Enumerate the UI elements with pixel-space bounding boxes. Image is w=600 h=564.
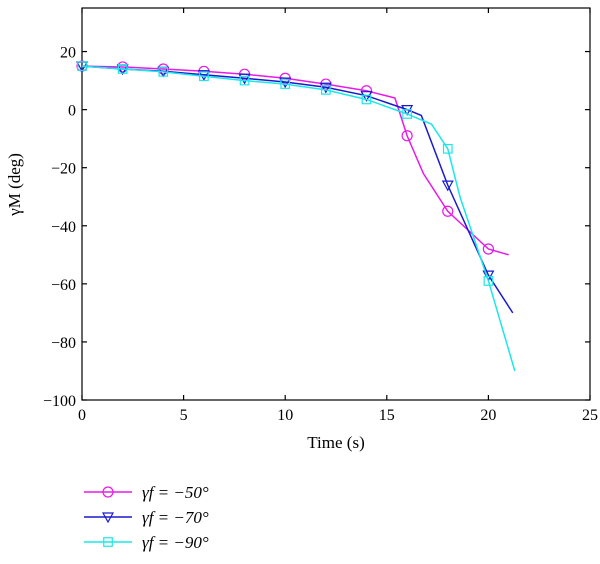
x-axis: 0 5 10 15 20 25 (78, 8, 598, 424)
x-tick-label: 5 (180, 407, 188, 424)
data-point-marker (401, 130, 413, 142)
data-point-marker (280, 79, 291, 89)
y-axis-title: γM (deg) (5, 153, 24, 217)
data-point-marker (442, 143, 453, 154)
data-point-marker (320, 85, 331, 95)
data-point-marker (360, 91, 373, 102)
legend-marker (103, 537, 113, 547)
data-point-marker (279, 77, 292, 89)
data-point-marker (442, 205, 454, 217)
legend-entry: γf = −90° (84, 533, 209, 552)
data-point-marker (319, 82, 332, 94)
series-1 (76, 60, 509, 256)
data-point-marker (158, 67, 169, 77)
legend-label: γf = −70° (142, 508, 209, 527)
series-line (81, 65, 516, 372)
series-layer (75, 60, 516, 372)
legend: γf = −50° γf = −70° γf = −90° (84, 483, 209, 552)
legend-entry: γf = −50° (84, 483, 209, 502)
y-tick-label: −80 (51, 335, 76, 352)
x-tick-label: 0 (78, 407, 86, 424)
data-point-marker (117, 64, 128, 74)
data-point-marker (361, 94, 372, 105)
legend-marker (102, 486, 114, 498)
data-point-marker (77, 61, 87, 71)
x-tick-label: 20 (480, 407, 496, 424)
x-tick-label: 15 (379, 407, 395, 424)
data-point-marker (157, 63, 169, 75)
x-tick-label: 10 (277, 407, 293, 424)
series-3 (77, 61, 516, 372)
data-point-marker (441, 180, 454, 192)
y-tick-label: −60 (51, 277, 76, 294)
legend-marker (101, 512, 115, 524)
data-point-marker (402, 109, 412, 119)
legend-label: γf = −90° (142, 533, 209, 552)
y-tick-label: −100 (43, 393, 76, 410)
data-point-marker (117, 61, 129, 73)
data-point-marker (482, 243, 494, 255)
y-tick-label: −20 (51, 161, 76, 178)
x-tick-label: 25 (582, 407, 598, 424)
y-axis: 20 0 −20 −40 −60 −80 −100 (43, 45, 590, 410)
data-point-marker (239, 75, 250, 86)
y-tick-label: 20 (60, 45, 76, 62)
plot-frame (81, 7, 591, 401)
y-tick-label: −40 (51, 219, 76, 236)
series-line (81, 65, 509, 256)
data-point-marker (199, 71, 209, 82)
legend-entry: γf = −70° (84, 508, 209, 527)
data-point-marker (238, 73, 251, 85)
data-point-marker (483, 276, 494, 286)
x-axis-title: Time (s) (307, 433, 364, 452)
plot-border (81, 7, 591, 401)
series-2 (75, 61, 514, 314)
y-tick-label: 0 (68, 103, 76, 120)
legend-label: γf = −50° (142, 483, 209, 502)
